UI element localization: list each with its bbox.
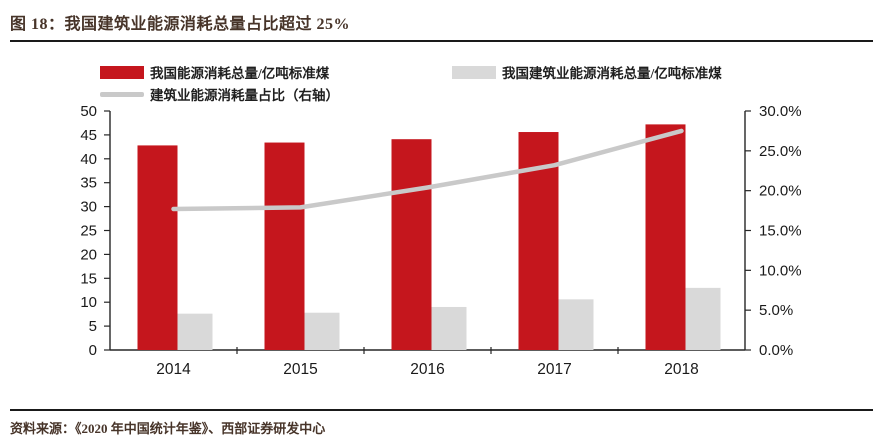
left-tick-label: 15 xyxy=(80,270,97,287)
left-tick-label: 50 xyxy=(80,103,97,120)
legend-swatch-red-bar-icon xyxy=(100,65,144,79)
right-tick-label: 20.0% xyxy=(759,183,802,200)
x-axis-label: 2018 xyxy=(664,361,698,378)
x-axis-label: 2016 xyxy=(410,361,444,378)
legend-label: 我国能源消耗总量/亿吨标准煤 xyxy=(150,66,330,81)
footer-divider-line xyxy=(10,409,873,411)
right-tick-label: 0.0% xyxy=(759,342,793,359)
legend-row-2: 建筑业能源消耗量占比（右轴） xyxy=(100,84,780,106)
left-tick-label: 25 xyxy=(80,223,97,240)
x-axis-label: 2017 xyxy=(537,361,571,378)
x-axis-label: 2014 xyxy=(156,361,191,378)
bar-building-energy xyxy=(431,306,467,350)
left-tick-label: 10 xyxy=(80,294,97,311)
right-tick-label: 15.0% xyxy=(759,223,802,240)
legend-swatch-gray-bar-icon xyxy=(452,65,496,79)
legend-item-energy-total: 我国能源消耗总量/亿吨标准煤 xyxy=(100,62,329,82)
legend-row-1: 我国能源消耗总量/亿吨标准煤 我国建筑业能源消耗总量/亿吨标准煤 xyxy=(100,62,780,84)
left-tick-label: 20 xyxy=(80,246,97,263)
x-axis-label: 2015 xyxy=(283,361,317,378)
title-divider-line xyxy=(10,40,873,42)
bar-energy-total xyxy=(645,124,686,350)
bar-energy-total xyxy=(264,142,305,350)
left-tick-label: 35 xyxy=(80,175,97,192)
legend-label: 建筑业能源消耗量占比（右轴） xyxy=(150,88,339,103)
bar-building-energy xyxy=(304,312,340,350)
bar-building-energy xyxy=(558,299,594,350)
right-tick-label: 30.0% xyxy=(759,103,802,120)
left-tick-label: 45 xyxy=(80,127,97,144)
combo-chart: 0 5 10 15 20 25 30 35 40 45 50 0.0% 5.0% 10.0% 15.0% 20… xyxy=(80,103,802,378)
bar-building-energy xyxy=(685,287,721,350)
bar-energy-total xyxy=(137,145,178,350)
left-tick-label: 5 xyxy=(89,318,97,335)
legend-item-building-energy: 我国建筑业能源消耗总量/亿吨标准煤 xyxy=(452,62,722,82)
left-tick-label: 40 xyxy=(80,151,97,168)
chart-legend: 我国能源消耗总量/亿吨标准煤 我国建筑业能源消耗总量/亿吨标准煤 建筑业能源消耗… xyxy=(100,62,780,106)
legend-swatch-line-icon xyxy=(100,91,144,97)
right-tick-label: 5.0% xyxy=(759,302,793,319)
left-tick-label: 0 xyxy=(89,342,97,359)
right-tick-label: 25.0% xyxy=(759,143,802,160)
bar-energy-total xyxy=(391,139,432,350)
bar-building-energy xyxy=(177,313,213,350)
ratio-line xyxy=(171,128,684,212)
right-tick-label: 10.0% xyxy=(759,262,802,279)
legend-item-ratio-line: 建筑业能源消耗量占比（右轴） xyxy=(100,84,339,104)
figure-title: 图 18：我国建筑业能源消耗总量占比超过 25% xyxy=(10,16,351,33)
legend-label: 我国建筑业能源消耗总量/亿吨标准煤 xyxy=(502,66,722,81)
left-tick-label: 30 xyxy=(80,199,97,216)
source-note: 资料来源：《2020 年中国统计年鉴》、西部证券研发中心 xyxy=(10,421,326,436)
